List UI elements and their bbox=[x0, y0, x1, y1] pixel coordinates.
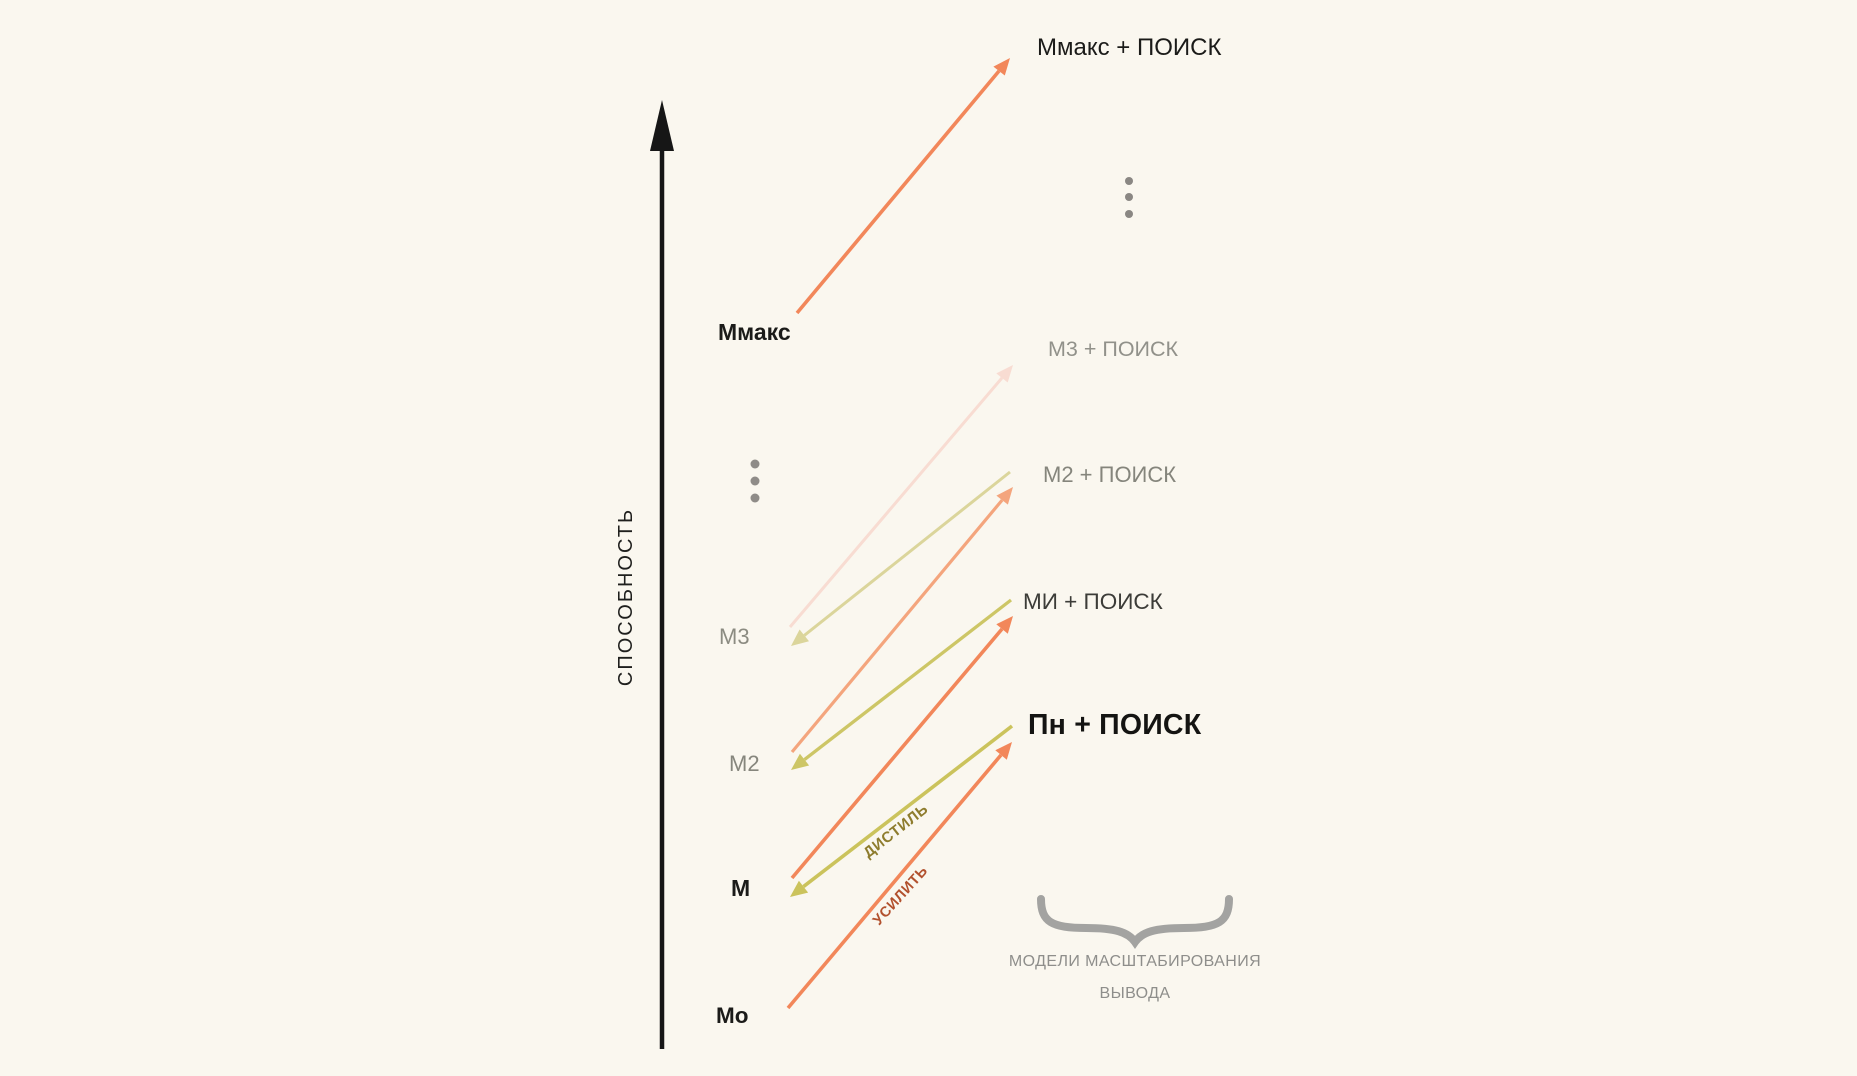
arrow-amplify-m2-to-search bbox=[790, 487, 1013, 754]
arrowhead-icon bbox=[791, 629, 809, 646]
label-pn-plus-search: Пн + ПОИСК bbox=[1028, 709, 1202, 741]
model-label-mmax: Ммакс bbox=[718, 319, 791, 345]
arrow-amplify-mmax-to-search bbox=[795, 58, 1010, 315]
arrow-distill-pnsearch-to-m bbox=[790, 724, 1014, 897]
curly-brace-icon bbox=[1037, 895, 1233, 949]
model-label-m: М bbox=[731, 875, 751, 901]
label-mmax-plus-search: Ммакс + ПОИСК bbox=[1037, 34, 1222, 61]
label-m2-plus-search: М2 + ПОИСК bbox=[1043, 462, 1177, 487]
brace-caption-line2: ВЫВОДА bbox=[1099, 985, 1171, 1002]
brace-caption-line1: МОДЕЛИ МАСШТАБИРОВАНИЯ bbox=[1008, 953, 1262, 970]
arrow-amplify-m0-to-pnsearch bbox=[786, 742, 1012, 1010]
arrow-distill-m2search-to-m3 bbox=[791, 470, 1011, 646]
y-axis-label: СПОСОБНОСТЬ bbox=[615, 507, 637, 687]
label-m3-plus-search: М3 + ПОИСК bbox=[1048, 337, 1179, 361]
y-axis-arrowhead-icon bbox=[650, 100, 674, 151]
model-label-m3: М3 bbox=[719, 624, 750, 649]
arrowhead-icon bbox=[996, 616, 1013, 634]
arrowhead-icon bbox=[996, 365, 1013, 383]
arrowhead-icon bbox=[790, 880, 809, 897]
arrow-distill-misearch-to-m2 bbox=[791, 598, 1013, 770]
arrowhead-icon bbox=[996, 487, 1013, 505]
arrowhead-icon bbox=[791, 753, 810, 770]
model-label-m2: М2 bbox=[729, 751, 760, 776]
label-mi-plus-search: МИ + ПОИСК bbox=[1023, 589, 1163, 614]
ellipsis-left-icon bbox=[750, 459, 760, 503]
model-label-m0: Мо bbox=[716, 1003, 749, 1028]
arrow-amplify-m3-to-search bbox=[788, 365, 1013, 628]
arrowhead-icon bbox=[993, 58, 1010, 76]
ellipsis-right-icon bbox=[1125, 177, 1133, 218]
arrow-amplify-m-to-misearch bbox=[790, 616, 1013, 880]
arrowhead-icon bbox=[995, 742, 1012, 760]
